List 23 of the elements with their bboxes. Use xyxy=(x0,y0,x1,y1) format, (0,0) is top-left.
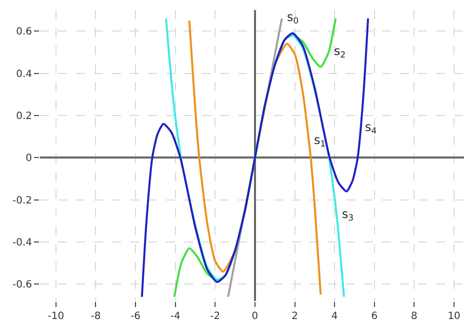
x-tick-label: -4 xyxy=(170,311,180,322)
annotation: s$_{2}$ xyxy=(334,44,346,60)
x-tick-label: 4 xyxy=(331,311,338,322)
annotation: s$_{0}$ xyxy=(287,10,299,26)
y-tick-label: 0 xyxy=(26,153,32,164)
y-tick-label: 0.6 xyxy=(16,26,32,38)
annotation: s$_{4}$ xyxy=(365,120,377,136)
y-tick-label: -0.2 xyxy=(12,195,32,206)
x-tick-label: -2 xyxy=(210,311,220,322)
x-tick-label: -10 xyxy=(48,311,64,322)
annotation: s$_{3}$ xyxy=(342,207,354,223)
annotation: s$_{1}$ xyxy=(314,133,326,149)
x-tick-label: 2 xyxy=(292,311,298,322)
x-tick-label: 0 xyxy=(252,311,258,322)
y-tick-label: -0.6 xyxy=(12,280,32,291)
y-tick-label: -0.4 xyxy=(12,237,32,248)
x-tick-label: 8 xyxy=(411,311,418,322)
y-tick-label: 0.4 xyxy=(16,68,32,80)
x-tick-label: 10 xyxy=(448,311,460,322)
x-tick-label: 6 xyxy=(371,311,378,322)
x-tick-label: -6 xyxy=(130,311,141,322)
y-tick-label: 0.2 xyxy=(16,110,32,122)
x-tick-label: -8 xyxy=(90,311,101,322)
